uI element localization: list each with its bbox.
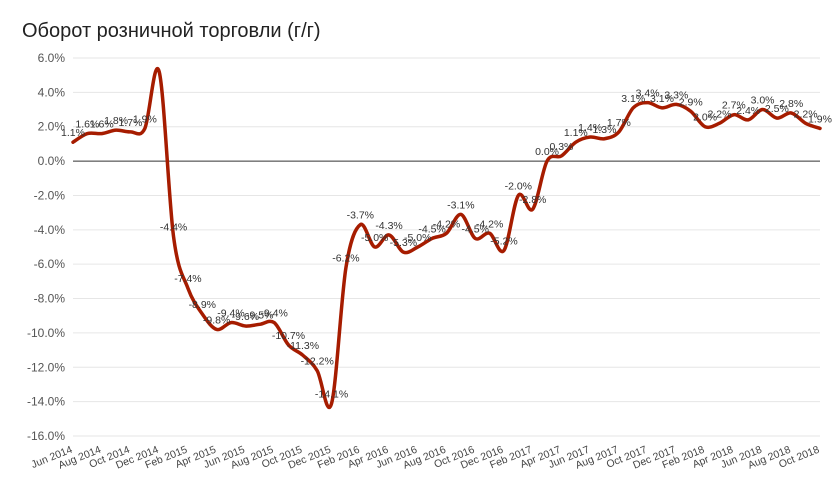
data-label: 3.1% xyxy=(650,93,674,105)
data-label: 2.8% xyxy=(779,98,803,110)
data-label: 1.9% xyxy=(808,113,832,125)
data-label: -3.1% xyxy=(447,199,474,211)
data-label: -2.8% xyxy=(519,194,546,206)
data-label: -4.3% xyxy=(375,220,402,232)
y-tick-label: -16.0% xyxy=(27,429,65,443)
y-tick-label: -10.0% xyxy=(27,326,65,340)
label-layer: 1.1%1.6%1.6%1.8%1.7%1.9%-4.4%-7.4%-8.9%-… xyxy=(61,88,832,401)
data-label: 2.4% xyxy=(736,105,760,117)
y-tick-label: 4.0% xyxy=(38,85,66,99)
series-line xyxy=(71,66,822,409)
data-label: -9.8% xyxy=(203,314,230,326)
data-label: -11.3% xyxy=(287,340,320,352)
data-label: -5.0% xyxy=(404,232,431,244)
data-label: -4.5% xyxy=(462,223,489,235)
data-label: 1.3% xyxy=(593,124,617,136)
data-label: 1.6% xyxy=(90,119,114,131)
data-label: 1.1% xyxy=(564,127,588,139)
data-label: 3.1% xyxy=(621,93,645,105)
y-tick-label: -2.0% xyxy=(34,188,66,202)
grid-layer xyxy=(73,57,820,437)
data-label: -2.0% xyxy=(505,180,532,192)
data-label: 0.0% xyxy=(535,146,559,158)
data-label: -6.2% xyxy=(332,253,359,265)
data-label: 1.9% xyxy=(133,113,157,125)
data-label: -4.5% xyxy=(418,223,445,235)
data-label: -4.4% xyxy=(160,222,187,234)
data-label: 2.2% xyxy=(707,108,731,120)
data-label: 1.4% xyxy=(578,122,602,134)
data-label: -5.2% xyxy=(490,235,517,247)
data-label: -5.0% xyxy=(361,232,388,244)
chart-title: Оборот розничной торговли (г/г) xyxy=(22,20,321,42)
y-tick-label: 2.0% xyxy=(38,120,66,134)
data-label: 0.3% xyxy=(549,141,573,153)
data-label: -9.6% xyxy=(232,311,259,323)
data-label: -5.3% xyxy=(390,237,417,249)
data-label: 2.9% xyxy=(679,96,703,108)
data-label: 1.7% xyxy=(118,117,142,129)
data-label: 2.5% xyxy=(765,103,789,115)
data-label: -4.2% xyxy=(433,218,460,230)
data-label: -4.2% xyxy=(476,218,503,230)
data-label: 2.2% xyxy=(794,108,818,120)
data-label: -14.1% xyxy=(315,388,348,400)
data-label: -12.2% xyxy=(301,356,334,368)
line-layer xyxy=(71,66,822,409)
data-label: 1.7% xyxy=(607,117,631,129)
y-tick-label: -8.0% xyxy=(34,292,66,306)
data-label: -3.7% xyxy=(347,210,374,222)
y-tick-label: -12.0% xyxy=(27,360,65,374)
data-label: 3.3% xyxy=(664,89,688,101)
data-label: 1.1% xyxy=(61,127,85,139)
data-label: 3.4% xyxy=(636,88,660,100)
data-label: 3.0% xyxy=(751,95,775,107)
data-label: 2.7% xyxy=(722,100,746,112)
data-label: -9.5% xyxy=(246,309,273,321)
y-tick-label: -4.0% xyxy=(34,223,66,237)
data-label: 1.8% xyxy=(104,115,128,127)
data-label: -7.4% xyxy=(174,273,201,285)
y-tick-label: -14.0% xyxy=(27,395,65,409)
data-label: -9.4% xyxy=(217,308,244,320)
data-label: 1.6% xyxy=(75,119,99,131)
y-tick-label: -6.0% xyxy=(34,257,66,271)
data-label: -8.9% xyxy=(189,299,216,311)
data-label: 2.0% xyxy=(693,112,717,124)
y-tick-label: 0.0% xyxy=(38,154,66,168)
y-tick-label: 6.0% xyxy=(38,51,66,65)
data-label: -10.7% xyxy=(272,330,305,342)
data-label: -9.4% xyxy=(260,308,287,320)
